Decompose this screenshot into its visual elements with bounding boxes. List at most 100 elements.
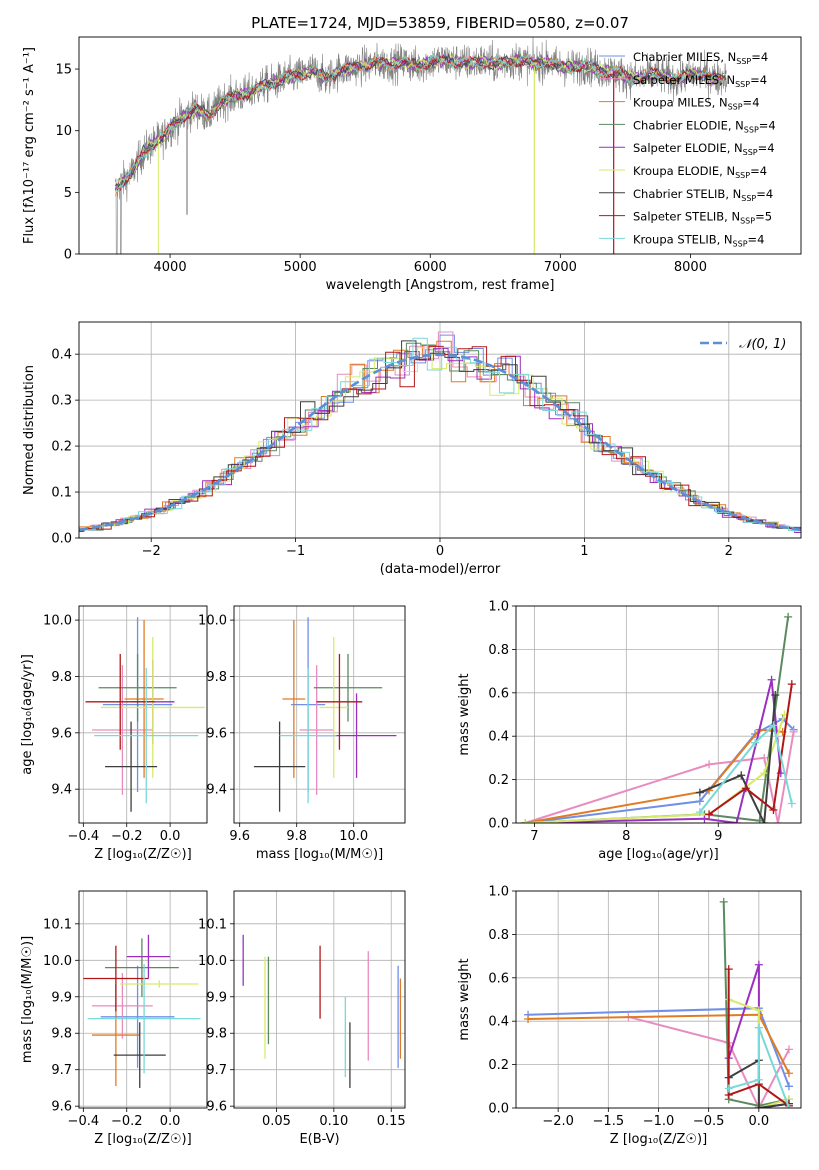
x-tick-label: −0.4 [68, 1114, 100, 1129]
weight-marker-kroupa-stelib [724, 1084, 733, 1093]
legend-equals: = [751, 50, 761, 64]
plot-area [85, 617, 205, 812]
x-tick-label: −1.5 [593, 1114, 625, 1129]
y-tick-label: 0.2 [51, 440, 72, 455]
plot-area [114, 37, 727, 254]
weight-marker-chabrier-stelib [760, 819, 769, 823]
legend-equals: = [759, 118, 769, 132]
legend-nssp: 4 [760, 164, 767, 178]
weight-line-kroupa-miles [525, 728, 783, 823]
legend-subscript: SSP [744, 125, 759, 134]
y-tick-label: 9.7 [206, 1063, 227, 1078]
plot-area [524, 897, 793, 1108]
x-axis-label: E(B-V) [299, 1132, 339, 1147]
x-tick-label: −0.4 [68, 829, 100, 844]
plot-area [83, 934, 201, 1088]
legend-name: Chabrier MILES [633, 50, 720, 64]
y-tick-label: 10.0 [43, 614, 72, 629]
y-tick-label: 9.6 [51, 1100, 72, 1115]
y-tick-label: 10 [55, 124, 72, 139]
weight-marker-salpeter-miles [774, 819, 783, 823]
x-tick-label: 5000 [284, 260, 317, 275]
weight-marker-chabrier-stelib [695, 788, 704, 797]
legend-entry: Salpeter ELODIE, NSSP=4 [633, 141, 775, 157]
y-tick-label: 9.4 [51, 783, 72, 798]
x-tick-label: −0.5 [693, 1114, 725, 1129]
weight-marker-kroupa-stelib [784, 1104, 793, 1108]
spectrum-panel: 4000 5000 6000 7000 8000 0 5 10 15 wavelength [An… [22, 36, 802, 293]
model-spectrum-chabrier-stelib [114, 52, 727, 188]
legend-subscript: SSP [741, 194, 756, 203]
legend-name: Kroupa ELODIE [633, 164, 719, 178]
legend-nssp: 5 [765, 210, 772, 224]
weight-marker-salpeter-miles [789, 727, 798, 736]
weight-marker-chabrier-miles [784, 1082, 793, 1091]
x-tick-label: −2.0 [542, 1114, 574, 1129]
weight-marker-kroupa-stelib [751, 738, 760, 747]
x-tick-label: −0.2 [111, 1114, 143, 1129]
y-axis-label: Flux [fλ10⁻¹⁷ erg cm⁻² s⁻¹ A⁻¹] [22, 47, 37, 244]
weight-marker-kroupa-miles [524, 1015, 533, 1024]
legend-nssp: 4 [768, 118, 775, 132]
x-tick-label: 9 [714, 829, 722, 844]
y-tick-label: 9.8 [206, 1027, 227, 1042]
x-tick-label: 9.8 [286, 829, 307, 844]
weight-marker-salpeter-miles [784, 1045, 793, 1054]
y-tick-label: 0.4 [488, 730, 509, 745]
y-tick-label: 9.6 [206, 1100, 227, 1115]
legend-n-label: , N [720, 50, 736, 64]
y-tick-label: 9.9 [51, 990, 72, 1005]
y-tick-label: 10.0 [43, 954, 72, 969]
model-spectrum-salpeter-stelib [115, 55, 727, 192]
x-axis-label: wavelength [Angstrom, rest frame] [326, 278, 555, 293]
y-tick-label: 0.8 [488, 643, 509, 658]
plot-frame [233, 605, 406, 824]
weight-marker-salpeter-miles [705, 760, 714, 769]
weight-marker-salpeter-stelib [724, 965, 733, 974]
legend-entry: Kroupa MILES, NSSP=4 [633, 96, 760, 112]
weight-marker-salpeter-elodie [700, 814, 709, 823]
legend-nssp: 4 [757, 232, 764, 246]
x-tick-label: 7000 [544, 260, 577, 275]
weight-marker-chabrier-elodie [719, 897, 728, 906]
legend-entry: Salpeter STELIB, NSSP=5 [633, 210, 772, 226]
legend-n-label: , N [717, 232, 733, 246]
x-tick-label: −2 [142, 544, 161, 559]
legend-entry: Kroupa STELIB, NSSP=4 [633, 232, 765, 248]
legend-subscript: SSP [735, 80, 750, 89]
weight-marker-kroupa-stelib [754, 1075, 763, 1084]
x-tick-label: 0.0 [160, 829, 181, 844]
legend-name: Salpeter ELODIE [633, 141, 727, 155]
weight-marker-kroupa-stelib [754, 1023, 763, 1032]
weight-marker-chabrier-stelib [737, 771, 746, 780]
y-tick-label: 10.1 [198, 917, 227, 932]
x-axis-label: mass [log₁₀(M/M☉)] [256, 847, 383, 862]
y-tick-label: 15 [55, 63, 72, 78]
y-axis-label: age [log₁₀(age/yr)] [20, 654, 35, 775]
y-axis-label: mass [log₁₀(M/M☉)] [20, 936, 35, 1063]
y-tick-label: 0.8 [488, 928, 509, 943]
legend-subscript: SSP [740, 217, 755, 226]
y-tick-label: 9.6 [206, 726, 227, 741]
plot-frame [78, 605, 208, 824]
y-tick-label: 0.0 [51, 532, 72, 547]
plot-area [521, 612, 798, 823]
y-tick-label: 9.8 [51, 1027, 72, 1042]
x-axis-label: Z [log₁₀(Z/Z☉)] [94, 847, 191, 862]
legend-equals: = [756, 187, 766, 201]
z-age-panel: −0.4 −0.2 0.0 9.4 9.6 9.8 10.0 Z [log₁₀(Z/Z☉)] a… [20, 605, 208, 862]
y-tick-label: 0.0 [488, 817, 509, 832]
y-tick-label: 9.4 [206, 783, 227, 798]
plot-area [242, 934, 402, 1088]
weight-marker-chabrier-stelib [771, 690, 780, 699]
legend-nssp: 4 [761, 50, 768, 64]
weight-line-kroupa-stelib [699, 723, 793, 813]
legend-n-label: , N [728, 118, 744, 132]
legend-nssp: 4 [766, 187, 773, 201]
weight-marker-kroupa-stelib [695, 808, 704, 817]
legend-subscript: SSP [736, 57, 751, 66]
y-tick-label: 1.0 [488, 600, 509, 615]
weight-marker-kroupa-stelib [769, 721, 778, 730]
y-tick-label: 0.0 [488, 1102, 509, 1117]
weight-marker-salpeter-miles [760, 753, 769, 762]
